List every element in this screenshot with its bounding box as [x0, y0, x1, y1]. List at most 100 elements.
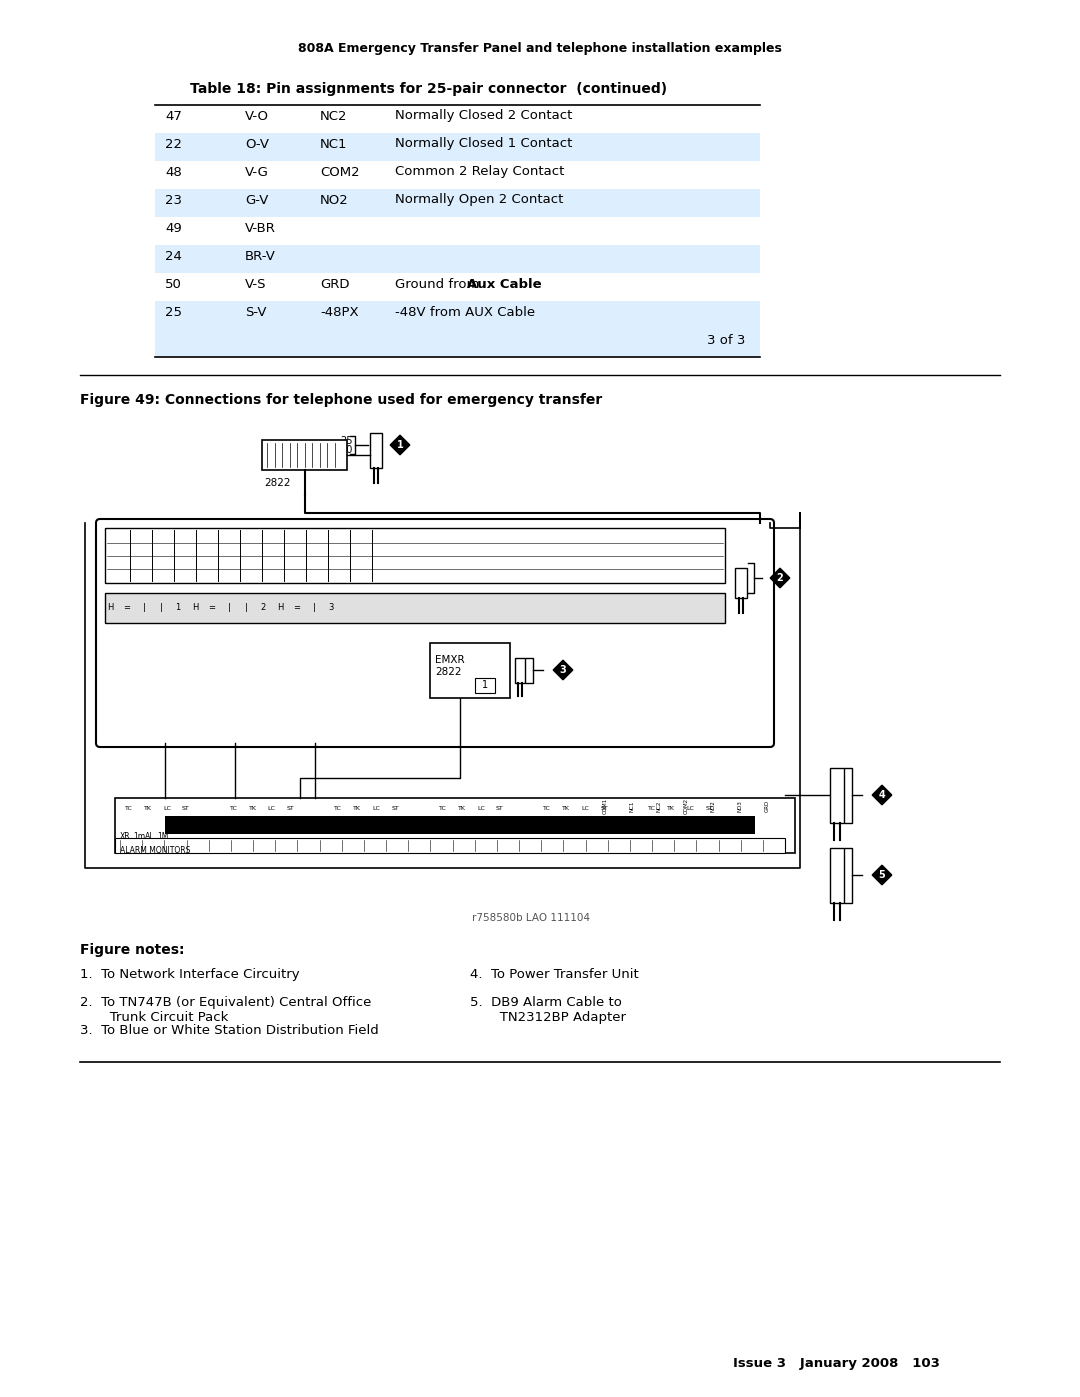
Text: 5.  DB9 Alarm Cable to
       TN2312BP Adapter: 5. DB9 Alarm Cable to TN2312BP Adapter: [470, 996, 626, 1024]
Text: Normally Open 2 Contact: Normally Open 2 Contact: [395, 194, 564, 207]
Polygon shape: [390, 436, 409, 455]
FancyBboxPatch shape: [96, 520, 774, 747]
Text: Figure notes:: Figure notes:: [80, 943, 185, 957]
Text: Figure 49: Connections for telephone used for emergency transfer: Figure 49: Connections for telephone use…: [80, 393, 603, 407]
Text: ST: ST: [391, 806, 399, 810]
Bar: [370, 433, 382, 468]
Text: ST: ST: [183, 806, 190, 810]
Text: |: |: [160, 604, 162, 612]
Bar: [114, 798, 795, 854]
Text: Table 18: Pin assignments for 25-pair connector  (continued): Table 18: Pin assignments for 25-pair co…: [190, 82, 667, 96]
Text: 4.  To Power Transfer Unit: 4. To Power Transfer Unit: [470, 968, 638, 981]
Text: 49: 49: [165, 222, 181, 235]
Text: G-V: G-V: [245, 194, 268, 207]
Text: V-O: V-O: [245, 109, 269, 123]
Text: 5: 5: [879, 870, 886, 880]
Text: Normally Closed 2 Contact: Normally Closed 2 Contact: [395, 109, 572, 123]
Polygon shape: [873, 865, 892, 884]
Text: ST: ST: [600, 806, 608, 810]
Text: LC: LC: [581, 806, 590, 810]
Text: 50: 50: [340, 446, 352, 455]
Bar: [831, 848, 843, 902]
Text: 3: 3: [559, 665, 566, 675]
Bar: [262, 440, 347, 469]
Text: NO2: NO2: [711, 800, 715, 812]
Text: TC: TC: [334, 806, 342, 810]
Text: 47: 47: [165, 109, 181, 123]
Text: TK: TK: [667, 806, 675, 810]
Text: 25: 25: [340, 436, 352, 446]
Text: NC1: NC1: [630, 800, 635, 812]
Text: 22: 22: [165, 137, 183, 151]
Text: ST: ST: [286, 806, 295, 810]
Text: Issue 3   January 2008   103: Issue 3 January 2008 103: [733, 1356, 940, 1370]
Text: 25: 25: [165, 306, 183, 319]
Polygon shape: [770, 569, 789, 588]
Text: 1.  To Network Interface Circuitry: 1. To Network Interface Circuitry: [80, 968, 299, 981]
Text: -48V from AUX Cable: -48V from AUX Cable: [395, 306, 535, 319]
Bar: [430, 643, 510, 698]
Text: TK: TK: [144, 806, 152, 810]
Text: GRD: GRD: [320, 278, 350, 291]
Bar: [735, 569, 747, 598]
Text: |: |: [143, 604, 146, 612]
Text: TK: TK: [248, 806, 257, 810]
Text: 23: 23: [165, 194, 183, 207]
Text: COM1: COM1: [603, 798, 607, 814]
Text: TK: TK: [458, 806, 465, 810]
FancyBboxPatch shape: [156, 300, 760, 330]
Text: 2: 2: [777, 573, 783, 583]
Text: S-V: S-V: [245, 306, 267, 319]
Text: 4: 4: [879, 789, 886, 800]
Text: NC2: NC2: [657, 800, 661, 812]
Polygon shape: [873, 785, 892, 805]
FancyBboxPatch shape: [156, 133, 760, 161]
Text: TC: TC: [125, 806, 133, 810]
Text: LC: LC: [686, 806, 694, 810]
Text: NO2: NO2: [320, 194, 349, 207]
Text: 1: 1: [396, 440, 403, 450]
Text: V-BR: V-BR: [245, 222, 275, 235]
Text: V-G: V-G: [245, 165, 269, 179]
Text: LC: LC: [268, 806, 275, 810]
Text: BR-V: BR-V: [245, 250, 275, 263]
Text: =: =: [123, 604, 131, 612]
Text: Normally Closed 1 Contact: Normally Closed 1 Contact: [395, 137, 572, 151]
Text: V-S: V-S: [245, 278, 267, 291]
Text: r758580b LAO 111104: r758580b LAO 111104: [472, 914, 590, 923]
Text: =: =: [294, 604, 300, 612]
Text: O-V: O-V: [245, 137, 269, 151]
Text: |: |: [312, 604, 315, 612]
Text: 3 of 3: 3 of 3: [706, 334, 745, 346]
Text: 3: 3: [328, 604, 334, 612]
Polygon shape: [553, 661, 572, 680]
Text: LC: LC: [163, 806, 171, 810]
Text: NC1: NC1: [320, 137, 348, 151]
Text: Common 2 Relay Contact: Common 2 Relay Contact: [395, 165, 565, 179]
Text: 2822: 2822: [435, 666, 461, 678]
Text: LC: LC: [477, 806, 485, 810]
Text: 24: 24: [165, 250, 181, 263]
Text: H: H: [276, 604, 283, 612]
Text: Ground from: Ground from: [395, 278, 484, 291]
FancyBboxPatch shape: [156, 244, 760, 272]
Text: 2: 2: [260, 604, 266, 612]
Bar: [831, 768, 843, 823]
Text: ALARM MONITORS: ALARM MONITORS: [120, 847, 190, 855]
Text: TK: TK: [353, 806, 361, 810]
Text: TC: TC: [230, 806, 238, 810]
Text: |: |: [244, 604, 247, 612]
Text: 3.  To Blue or White Station Distribution Field: 3. To Blue or White Station Distribution…: [80, 1024, 379, 1037]
Bar: [114, 838, 785, 854]
Text: 1m: 1m: [133, 833, 145, 841]
Text: TC: TC: [438, 806, 447, 810]
Text: 2.  To TN747B (or Equivalent) Central Office
       Trunk Circuit Pack: 2. To TN747B (or Equivalent) Central Off…: [80, 996, 372, 1024]
Text: 1: 1: [482, 680, 488, 690]
Text: LC: LC: [373, 806, 380, 810]
Text: 1M: 1M: [157, 833, 168, 841]
Text: H: H: [192, 604, 199, 612]
Bar: [165, 816, 755, 834]
Text: COM2: COM2: [684, 798, 689, 814]
Text: 1: 1: [175, 604, 180, 612]
Bar: [515, 658, 525, 683]
